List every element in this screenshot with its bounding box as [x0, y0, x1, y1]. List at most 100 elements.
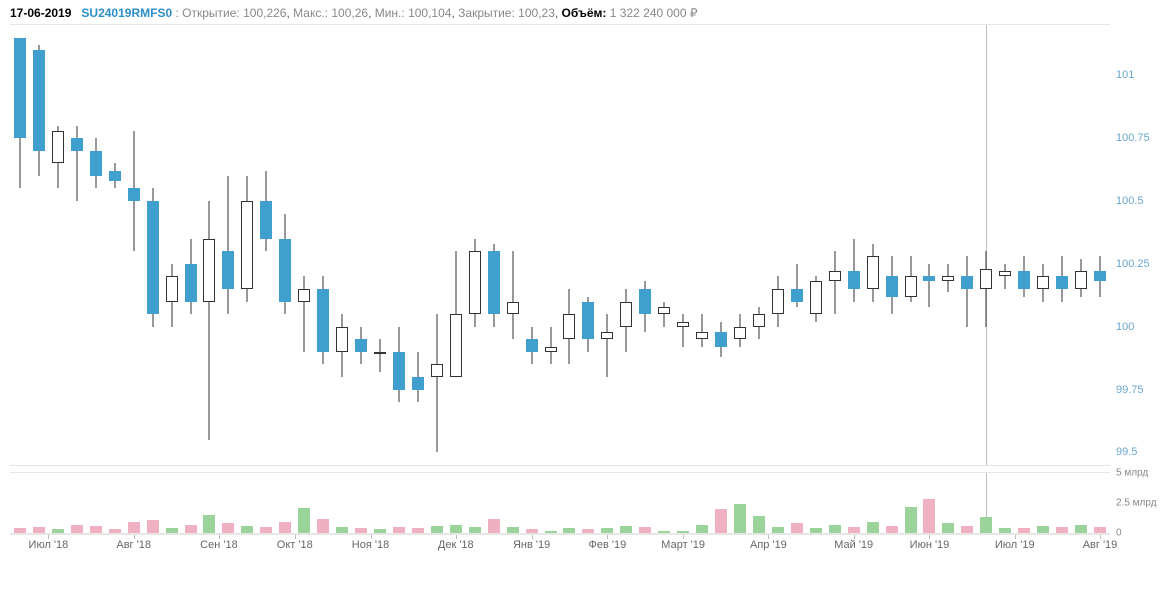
volume-bar[interactable] — [545, 531, 557, 533]
candle[interactable] — [298, 25, 310, 465]
candle[interactable] — [848, 25, 860, 465]
candle[interactable] — [185, 25, 197, 465]
volume-bar[interactable] — [961, 526, 973, 533]
candle[interactable] — [260, 25, 272, 465]
candle[interactable] — [980, 25, 992, 465]
volume-bar[interactable] — [241, 526, 253, 533]
volume-bar[interactable] — [469, 527, 481, 533]
candle[interactable] — [203, 25, 215, 465]
volume-bar[interactable] — [393, 527, 405, 533]
volume-bar[interactable] — [203, 515, 215, 533]
candle[interactable] — [374, 25, 386, 465]
volume-bar-chart[interactable]: 02.5 млрд5 млрд — [10, 472, 1110, 534]
volume-bar[interactable] — [999, 528, 1011, 533]
volume-bar[interactable] — [260, 527, 272, 533]
volume-bar[interactable] — [374, 529, 386, 533]
volume-bar[interactable] — [923, 499, 935, 533]
volume-bar[interactable] — [734, 504, 746, 533]
volume-bar[interactable] — [1094, 527, 1106, 533]
volume-bar[interactable] — [336, 527, 348, 533]
candle[interactable] — [639, 25, 651, 465]
volume-bar[interactable] — [867, 522, 879, 533]
volume-bar[interactable] — [658, 531, 670, 533]
candle[interactable] — [355, 25, 367, 465]
volume-bar[interactable] — [71, 525, 83, 533]
volume-bar[interactable] — [412, 528, 424, 533]
candle[interactable] — [1018, 25, 1030, 465]
volume-bar[interactable] — [980, 517, 992, 533]
volume-bar[interactable] — [52, 529, 64, 533]
volume-bar[interactable] — [1075, 525, 1087, 533]
candle[interactable] — [507, 25, 519, 465]
volume-bar[interactable] — [791, 523, 803, 533]
volume-bar[interactable] — [222, 523, 234, 533]
candle[interactable] — [412, 25, 424, 465]
volume-bar[interactable] — [526, 529, 538, 533]
volume-bar[interactable] — [620, 526, 632, 533]
candle[interactable] — [582, 25, 594, 465]
candle[interactable] — [715, 25, 727, 465]
candle[interactable] — [601, 25, 613, 465]
candle[interactable] — [450, 25, 462, 465]
volume-bar[interactable] — [185, 525, 197, 533]
candle[interactable] — [620, 25, 632, 465]
volume-bar[interactable] — [1056, 527, 1068, 533]
candle[interactable] — [772, 25, 784, 465]
candle[interactable] — [961, 25, 973, 465]
candle[interactable] — [1075, 25, 1087, 465]
candle[interactable] — [696, 25, 708, 465]
volume-bar[interactable] — [109, 529, 121, 533]
candle[interactable] — [279, 25, 291, 465]
volume-bar[interactable] — [317, 519, 329, 533]
candle[interactable] — [905, 25, 917, 465]
candle[interactable] — [942, 25, 954, 465]
candle[interactable] — [147, 25, 159, 465]
volume-bar[interactable] — [14, 528, 26, 533]
volume-bar[interactable] — [810, 528, 822, 533]
volume-bar[interactable] — [677, 531, 689, 533]
volume-bar[interactable] — [639, 527, 651, 533]
candle[interactable] — [128, 25, 140, 465]
volume-bar[interactable] — [355, 528, 367, 533]
candle[interactable] — [33, 25, 45, 465]
candle[interactable] — [317, 25, 329, 465]
candle[interactable] — [999, 25, 1011, 465]
candle[interactable] — [52, 25, 64, 465]
candle[interactable] — [1037, 25, 1049, 465]
volume-bar[interactable] — [563, 528, 575, 533]
volume-bar[interactable] — [1018, 528, 1030, 533]
candle[interactable] — [109, 25, 121, 465]
candle[interactable] — [886, 25, 898, 465]
candle[interactable] — [526, 25, 538, 465]
candle[interactable] — [867, 25, 879, 465]
candle[interactable] — [1094, 25, 1106, 465]
candle[interactable] — [71, 25, 83, 465]
candle[interactable] — [222, 25, 234, 465]
candle[interactable] — [1056, 25, 1068, 465]
volume-bar[interactable] — [298, 508, 310, 533]
candle[interactable] — [923, 25, 935, 465]
candle[interactable] — [563, 25, 575, 465]
candle[interactable] — [753, 25, 765, 465]
candle[interactable] — [658, 25, 670, 465]
volume-bar[interactable] — [128, 522, 140, 533]
candle[interactable] — [336, 25, 348, 465]
candle[interactable] — [90, 25, 102, 465]
candle[interactable] — [14, 25, 26, 465]
candle[interactable] — [393, 25, 405, 465]
volume-bar[interactable] — [696, 525, 708, 533]
volume-bar[interactable] — [279, 522, 291, 533]
candle[interactable] — [469, 25, 481, 465]
volume-bar[interactable] — [829, 525, 841, 533]
candle[interactable] — [734, 25, 746, 465]
volume-bar[interactable] — [772, 527, 784, 533]
price-candlestick-chart[interactable]: 99.599.75100100.25100.5100.75101 — [10, 24, 1110, 466]
volume-bar[interactable] — [488, 519, 500, 533]
candle[interactable] — [241, 25, 253, 465]
volume-bar[interactable] — [147, 520, 159, 533]
volume-bar[interactable] — [715, 509, 727, 533]
candle[interactable] — [677, 25, 689, 465]
volume-bar[interactable] — [1037, 526, 1049, 533]
candle[interactable] — [166, 25, 178, 465]
candle[interactable] — [545, 25, 557, 465]
